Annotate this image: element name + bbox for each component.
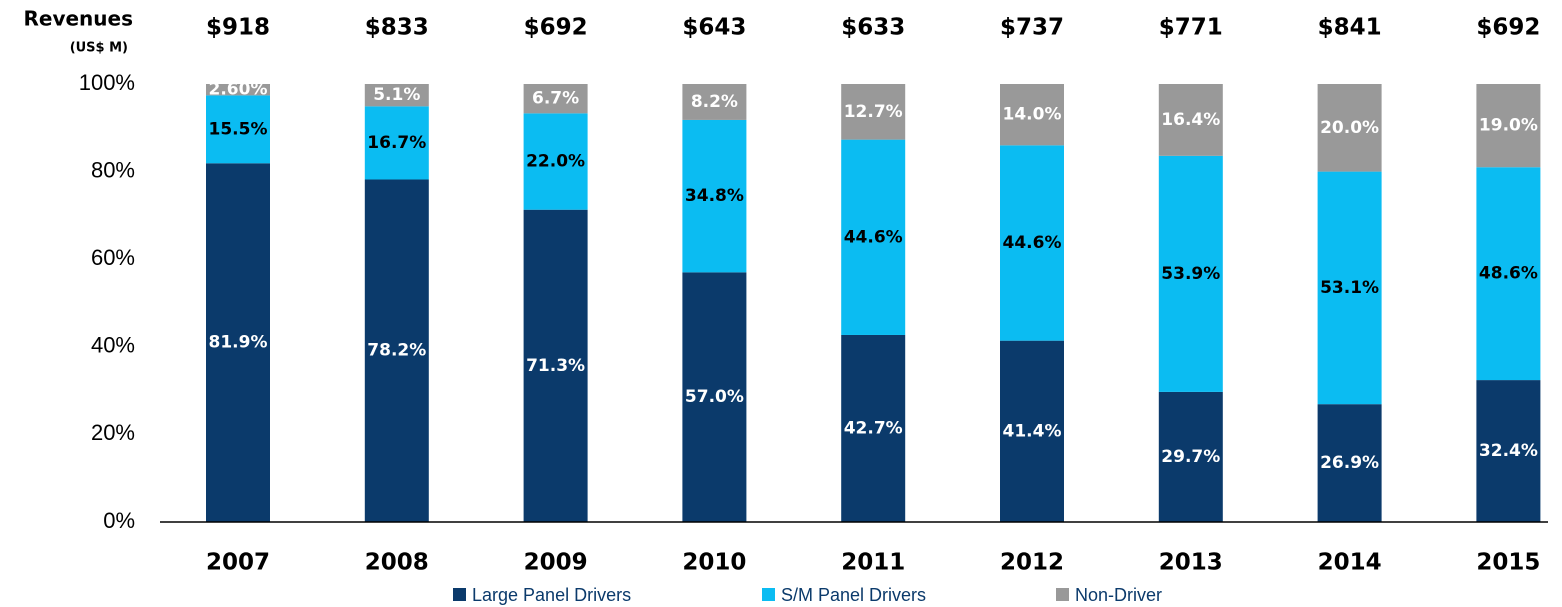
bar-segment bbox=[1158, 391, 1223, 522]
data-label: 32.4% bbox=[1479, 441, 1538, 461]
bar-segment bbox=[1476, 167, 1541, 381]
bar-segment bbox=[206, 95, 270, 164]
bar-segment bbox=[364, 106, 429, 180]
legend-label: S/M Panel Drivers bbox=[781, 585, 926, 605]
data-label: 2.60% bbox=[209, 80, 268, 100]
bar-segment bbox=[1476, 380, 1541, 522]
revenue-label: $833 bbox=[365, 15, 429, 41]
bar-segment bbox=[1158, 84, 1223, 156]
x-tick-label: 2008 bbox=[365, 550, 429, 576]
data-label: 78.2% bbox=[367, 341, 426, 361]
x-tick-label: 2007 bbox=[206, 550, 270, 576]
revenue-unit: (US$ M) bbox=[70, 41, 128, 56]
revenue-label: $737 bbox=[1000, 15, 1064, 41]
data-label: 16.4% bbox=[1161, 110, 1220, 130]
data-label: 41.4% bbox=[1003, 421, 1062, 441]
bar-segment bbox=[523, 209, 588, 522]
revenue-label: $692 bbox=[1476, 15, 1540, 41]
y-tick-label: 60% bbox=[91, 245, 135, 270]
bar-segment bbox=[1317, 84, 1382, 172]
bar-segment bbox=[523, 113, 588, 210]
bar-segment bbox=[1158, 155, 1223, 392]
bar-segment bbox=[841, 334, 906, 522]
bar-segment bbox=[682, 119, 747, 273]
x-tick-label: 2010 bbox=[682, 550, 746, 576]
bar-segment bbox=[841, 139, 906, 335]
data-label: 19.0% bbox=[1479, 116, 1538, 136]
data-label: 29.7% bbox=[1161, 447, 1220, 467]
bar-segment bbox=[841, 84, 906, 140]
y-tick-label: 40% bbox=[91, 333, 135, 358]
data-label: 16.7% bbox=[367, 133, 426, 153]
data-label: 81.9% bbox=[209, 333, 268, 353]
data-label: 15.5% bbox=[209, 119, 268, 139]
x-tick-label: 2015 bbox=[1476, 550, 1540, 576]
bar-segment bbox=[206, 163, 270, 522]
bar-segment bbox=[364, 84, 429, 107]
bar-segment bbox=[1317, 404, 1382, 522]
bar-segment bbox=[1000, 145, 1064, 341]
data-label: 26.9% bbox=[1320, 453, 1379, 473]
data-label: 48.6% bbox=[1479, 264, 1538, 284]
x-tick-label: 2009 bbox=[524, 550, 588, 576]
data-label: 6.7% bbox=[532, 89, 579, 109]
data-label: 42.7% bbox=[844, 418, 903, 438]
x-tick-label: 2013 bbox=[1159, 550, 1223, 576]
y-tick-label: 100% bbox=[79, 70, 135, 95]
bar-segment bbox=[1000, 340, 1064, 522]
x-tick-label: 2012 bbox=[1000, 550, 1064, 576]
data-label: 20.0% bbox=[1320, 118, 1379, 138]
revenue-label: $918 bbox=[206, 15, 270, 41]
bar-segment bbox=[1476, 84, 1541, 168]
revenue-label: $643 bbox=[682, 15, 746, 41]
data-label: 12.7% bbox=[844, 102, 903, 122]
bar-segment bbox=[1317, 171, 1382, 405]
data-label: 5.1% bbox=[373, 85, 420, 105]
data-label: 71.3% bbox=[526, 356, 585, 376]
revenue-title: Revenues bbox=[23, 7, 133, 31]
revenue-label: $841 bbox=[1318, 15, 1382, 41]
data-label: 53.1% bbox=[1320, 278, 1379, 298]
revenue-label: $771 bbox=[1159, 15, 1223, 41]
bar-segment bbox=[523, 84, 588, 114]
y-tick-label: 80% bbox=[91, 157, 135, 182]
y-tick-label: 20% bbox=[91, 420, 135, 445]
bar-segment bbox=[1000, 84, 1064, 146]
data-label: 53.9% bbox=[1161, 264, 1220, 284]
bar-segment bbox=[682, 84, 747, 120]
data-label: 57.0% bbox=[685, 387, 744, 407]
revenue-label: $692 bbox=[524, 15, 588, 41]
bar-segment bbox=[364, 179, 429, 522]
data-label: 44.6% bbox=[1003, 233, 1062, 253]
data-label: 44.6% bbox=[844, 227, 903, 247]
legend-swatch bbox=[1056, 588, 1069, 601]
x-tick-label: 2011 bbox=[841, 550, 905, 576]
legend-swatch bbox=[762, 588, 775, 601]
revenue-label: $633 bbox=[841, 15, 905, 41]
y-tick-label: 0% bbox=[103, 508, 135, 533]
data-label: 8.2% bbox=[691, 92, 738, 112]
legend-swatch bbox=[453, 588, 466, 601]
legend-label: Non-Driver bbox=[1075, 585, 1162, 605]
data-label: 22.0% bbox=[526, 152, 585, 172]
legend-label: Large Panel Drivers bbox=[472, 585, 631, 605]
bar-segment bbox=[206, 84, 270, 96]
x-tick-label: 2014 bbox=[1318, 550, 1382, 576]
data-label: 14.0% bbox=[1003, 105, 1062, 125]
bar-segment bbox=[682, 272, 747, 522]
data-label: 34.8% bbox=[685, 186, 744, 206]
